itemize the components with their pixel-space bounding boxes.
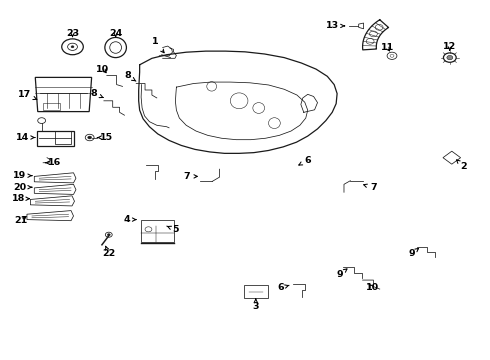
- Text: 6: 6: [277, 284, 289, 292]
- Text: 1: 1: [151, 37, 164, 53]
- Text: 17: 17: [18, 90, 37, 100]
- Circle shape: [107, 234, 110, 236]
- Text: 13: 13: [326, 21, 344, 30]
- Text: 9: 9: [337, 269, 347, 279]
- Bar: [141, 220, 174, 242]
- Bar: [55, 131, 71, 144]
- Text: 20: 20: [13, 183, 32, 192]
- Circle shape: [71, 46, 74, 48]
- Bar: [37, 131, 74, 146]
- Text: 15: 15: [98, 133, 113, 142]
- Text: 19: 19: [13, 171, 32, 180]
- Text: 8: 8: [91, 89, 103, 98]
- Bar: [43, 103, 60, 110]
- Text: 10: 10: [366, 284, 379, 292]
- Text: 7: 7: [364, 184, 377, 192]
- Text: 2: 2: [457, 160, 467, 171]
- Text: 3: 3: [252, 299, 259, 311]
- Text: 9: 9: [408, 248, 418, 258]
- Text: 21: 21: [14, 216, 27, 225]
- Text: 16: 16: [46, 158, 62, 167]
- Text: 12: 12: [443, 42, 457, 51]
- Text: 10: 10: [97, 65, 109, 74]
- Text: 5: 5: [167, 225, 179, 234]
- Text: 8: 8: [124, 71, 136, 81]
- Circle shape: [88, 136, 92, 139]
- Text: 7: 7: [184, 172, 197, 181]
- Text: 24: 24: [109, 29, 122, 37]
- Text: 4: 4: [123, 215, 136, 224]
- Circle shape: [447, 55, 453, 60]
- Text: 6: 6: [299, 156, 311, 165]
- Text: 14: 14: [16, 133, 35, 142]
- Text: 18: 18: [12, 194, 29, 203]
- Bar: [244, 285, 268, 298]
- Text: 22: 22: [102, 246, 116, 258]
- Text: 23: 23: [66, 29, 79, 37]
- Text: 11: 11: [380, 43, 394, 52]
